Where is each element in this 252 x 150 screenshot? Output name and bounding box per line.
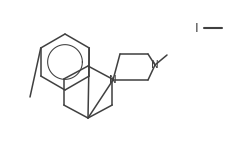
Text: I: I <box>194 21 198 34</box>
Text: N: N <box>150 60 158 70</box>
Text: N: N <box>109 75 116 85</box>
